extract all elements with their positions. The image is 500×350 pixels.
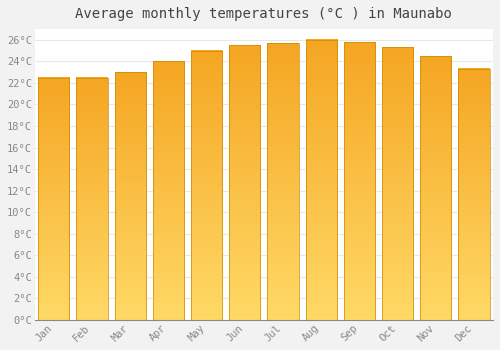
- Bar: [306, 40, 337, 320]
- Bar: [76, 78, 108, 320]
- Bar: [458, 69, 490, 320]
- Bar: [268, 43, 298, 320]
- Bar: [420, 56, 452, 320]
- Bar: [420, 56, 452, 320]
- Bar: [268, 43, 298, 320]
- Bar: [152, 61, 184, 320]
- Bar: [191, 51, 222, 320]
- Bar: [191, 51, 222, 320]
- Bar: [344, 42, 375, 320]
- Bar: [382, 47, 413, 320]
- Bar: [114, 72, 146, 320]
- Bar: [114, 72, 146, 320]
- Bar: [382, 47, 413, 320]
- Bar: [38, 78, 70, 320]
- Bar: [76, 78, 108, 320]
- Bar: [229, 45, 260, 320]
- Bar: [229, 45, 260, 320]
- Bar: [38, 78, 70, 320]
- Title: Average monthly temperatures (°C ) in Maunabo: Average monthly temperatures (°C ) in Ma…: [76, 7, 452, 21]
- Bar: [152, 61, 184, 320]
- Bar: [458, 69, 490, 320]
- Bar: [344, 42, 375, 320]
- Bar: [306, 40, 337, 320]
